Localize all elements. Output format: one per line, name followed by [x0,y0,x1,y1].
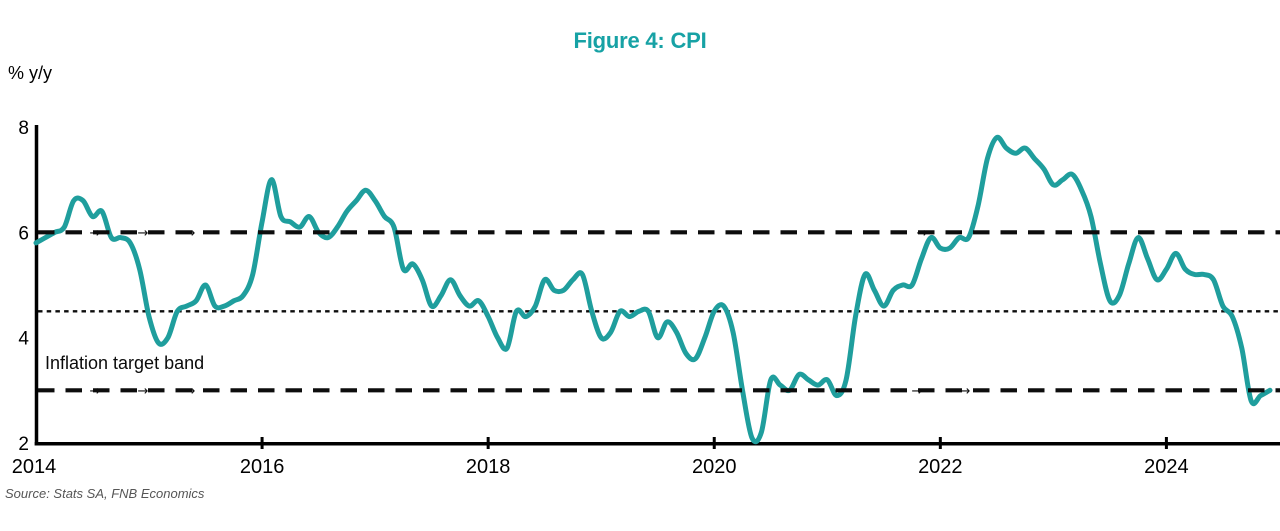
x-tick-label-2018: 2018 [466,456,511,478]
inflation-target-band-label: Inflation target band [45,353,205,373]
cpi-series-line [33,134,1273,445]
lower-band-arrow-icon: → [138,384,149,399]
upper-band-arrow-icon: → [90,226,101,241]
upper-band-arrow-icon: → [917,226,928,241]
x-tick-label-2022: 2022 [918,456,963,478]
x-tick-label-2016: 2016 [240,456,285,478]
lower-band-arrow-icon: → [912,384,923,399]
y-tick-label-6: 6 [18,223,29,244]
lower-band-arrow-icon: → [185,384,196,399]
y-tick-label-4: 4 [18,329,29,350]
lower-band-arrow-icon: → [90,384,101,399]
y-tick-label-2: 2 [18,434,29,455]
chart-title: Figure 4: CPI [573,28,707,53]
x-tick-label-2024: 2024 [1144,456,1189,478]
upper-band-arrow-icon: → [185,226,196,241]
y-tick-label-8: 8 [18,118,29,139]
y-axis-unit-label: % y/y [8,63,53,83]
x-tick-label-2014: 2014 [12,456,57,478]
x-tick-label-2020: 2020 [692,456,737,478]
lower-band-arrow-icon: → [960,384,971,399]
upper-band-arrow-icon: → [138,226,149,241]
source-note: Source: Stats SA, FNB Economics [5,486,205,501]
